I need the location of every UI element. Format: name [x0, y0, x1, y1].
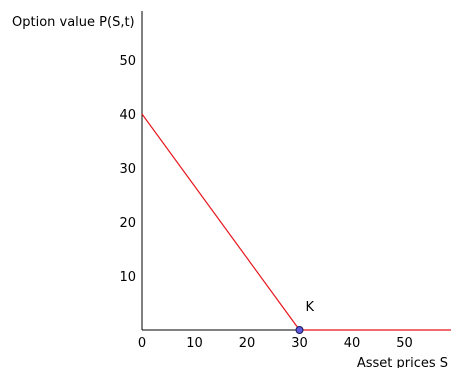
x-tick-label: 50 — [396, 336, 413, 351]
x-tick-label: 0 — [138, 336, 146, 351]
series-line — [141, 113, 451, 331]
x-tick-label: 40 — [344, 336, 361, 351]
strike-marker — [295, 326, 304, 334]
annotations: K — [295, 300, 315, 334]
series-group — [141, 113, 451, 331]
y-tick-labels: 10 20 30 40 50 — [119, 54, 136, 285]
x-tick-labels: 0 10 20 30 40 50 — [138, 336, 413, 351]
y-tick-label: 10 — [119, 270, 136, 285]
x-tick-label: 30 — [291, 336, 308, 351]
x-tick-label: 10 — [186, 336, 203, 351]
y-axis-label: Option value P(S,t) — [12, 15, 135, 30]
y-tick-label: 40 — [119, 108, 136, 123]
y-tick-label: 50 — [119, 54, 136, 69]
x-tick-label: 20 — [239, 336, 256, 351]
x-axis-label: Asset prices S — [357, 356, 448, 368]
y-tick-label: 30 — [119, 162, 136, 177]
y-tick-label: 20 — [119, 216, 136, 231]
strike-label: K — [306, 300, 315, 315]
